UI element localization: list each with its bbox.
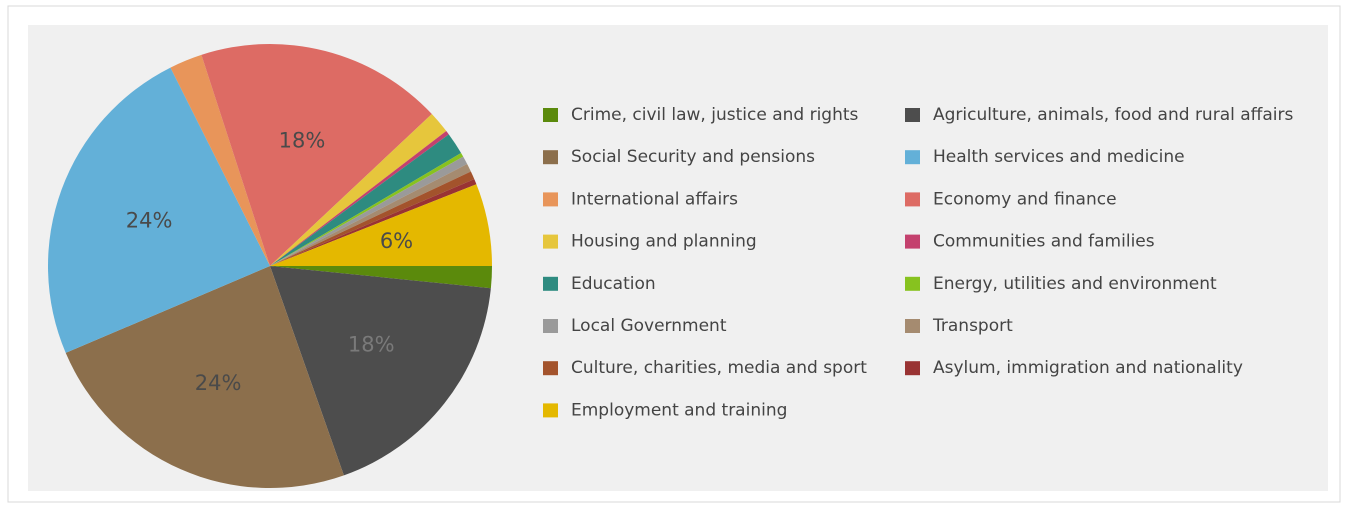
legend-label: Energy, utilities and environment — [933, 274, 1217, 294]
legend-label: International affairs — [571, 189, 738, 209]
legend-label: Culture, charities, media and sport — [571, 358, 867, 378]
slice-label: 18% — [279, 128, 326, 152]
legend-label: Crime, civil law, justice and rights — [571, 105, 859, 125]
legend-label: Transport — [932, 316, 1013, 336]
legend-swatch — [543, 403, 558, 418]
legend-label: Economy and finance — [933, 189, 1117, 209]
pie-slice — [270, 114, 447, 266]
pie-slice — [270, 163, 471, 266]
legend-label: Employment and training — [571, 400, 787, 420]
legend-swatch — [543, 150, 558, 165]
pie-slice — [170, 54, 270, 267]
legend-swatch — [905, 108, 920, 122]
slice-label: 24% — [195, 371, 242, 395]
legend-swatch — [905, 276, 920, 291]
legend-swatch — [905, 192, 920, 207]
legend-label: Housing and planning — [571, 232, 757, 252]
slice-label: 6% — [380, 229, 413, 253]
legend-label: Communities and families — [933, 232, 1155, 252]
pie-slice — [65, 266, 344, 489]
pie-slice — [270, 184, 492, 266]
pie-slice — [201, 44, 432, 266]
legend-label: Education — [571, 274, 656, 294]
pie-slice — [270, 266, 492, 289]
pie-slice — [270, 131, 449, 266]
pie-slice — [270, 152, 464, 266]
pie-slice — [270, 156, 468, 266]
legend-swatch — [543, 108, 558, 122]
legend-swatch — [543, 234, 558, 249]
pie-slice — [270, 266, 491, 476]
pie-slice — [270, 171, 475, 266]
legend-label: Social Security and pensions — [571, 147, 815, 167]
legend-swatch — [905, 150, 920, 165]
legend-swatch — [543, 319, 558, 333]
slice-label: 18% — [348, 333, 395, 357]
pie-slice — [270, 134, 462, 266]
pie-slice — [48, 67, 271, 353]
slice-label: 24% — [126, 209, 173, 233]
legend-label: Local Government — [571, 316, 727, 336]
legend-swatch — [543, 276, 558, 291]
pie-slice — [270, 179, 477, 266]
legend-swatch — [543, 192, 558, 207]
legend-label: Asylum, immigration and nationality — [933, 358, 1243, 378]
legend-swatch — [905, 361, 920, 376]
legend-swatch — [905, 319, 920, 333]
legend-label: Health services and medicine — [933, 147, 1185, 167]
legend-label: Agriculture, animals, food and rural aff… — [933, 105, 1294, 125]
legend-swatch — [543, 361, 558, 376]
legend-swatch — [905, 234, 920, 249]
